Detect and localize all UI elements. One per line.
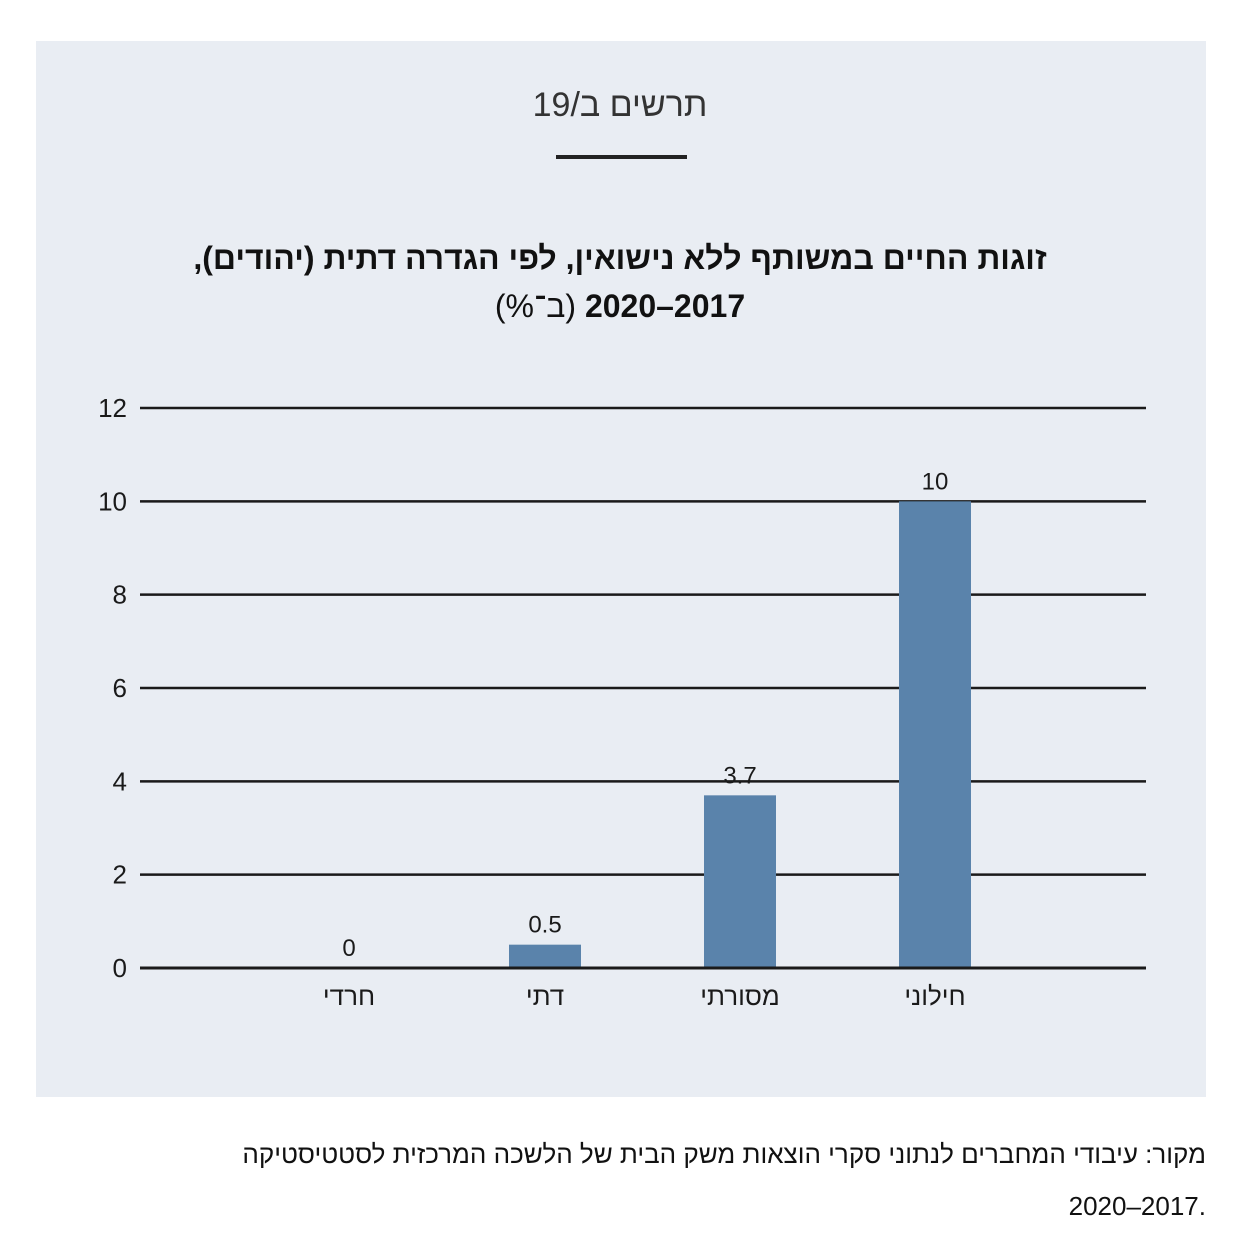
data-label: 0.5 — [528, 912, 561, 939]
y-tick-label: 8 — [113, 580, 127, 610]
category-label: חרדי — [323, 981, 375, 1011]
chart-title: זוגות החיים במשותף ללא נישואין, לפי הגדר… — [80, 234, 1160, 330]
bar — [704, 795, 776, 968]
chart-panel — [36, 41, 1206, 1097]
data-label: 10 — [922, 468, 949, 495]
category-label: דתי — [526, 981, 564, 1011]
y-tick-label: 12 — [98, 393, 127, 423]
y-tick-label: 2 — [113, 860, 127, 890]
source-line1: מקור: עיבודי המחברים לנתוני סקרי הוצאות … — [242, 1139, 1206, 1169]
source-line2: .2017–2020 — [1068, 1191, 1206, 1221]
title-line2: 2017–2020 (ב־%) — [80, 282, 1160, 330]
y-tick-label: 4 — [113, 766, 127, 796]
y-tick-label: 6 — [113, 673, 127, 703]
category-label: חילוני — [904, 981, 965, 1011]
y-tick-label: 0 — [113, 953, 127, 983]
y-tick-label: 10 — [98, 486, 127, 516]
category-label: מסורתי — [700, 981, 780, 1011]
title-rule — [556, 155, 687, 159]
data-label: 3.7 — [723, 762, 756, 789]
title-unit: (ב־%) — [494, 288, 577, 324]
title-line1: זוגות החיים במשותף ללא נישואין, לפי הגדר… — [193, 240, 1047, 276]
title-years: 2017–2020 — [584, 288, 746, 324]
bar — [899, 501, 971, 968]
bar — [509, 944, 581, 968]
source-note: מקור: עיבודי המחברים לנתוני סקרי הוצאות … — [26, 1128, 1206, 1232]
figure-label: תרשים ב/19 — [532, 86, 708, 124]
data-label: 0 — [342, 935, 355, 962]
